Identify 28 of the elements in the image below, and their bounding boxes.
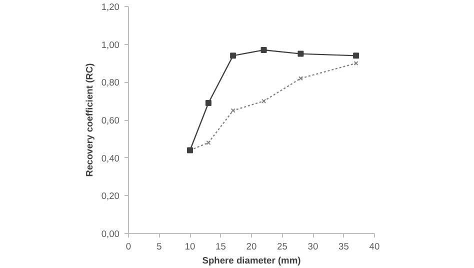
x-tick-label: 30 [308, 242, 318, 252]
y-tick-label: 1,00 [101, 40, 120, 50]
point [260, 47, 267, 54]
x-tick-label: 0 [126, 242, 132, 252]
x-tick-label: 5 [156, 242, 162, 252]
point [230, 52, 236, 59]
x-tick-label: 15 [216, 242, 226, 252]
x-tick-label: 40 [369, 242, 380, 252]
y-tick-label: 0,60 [101, 116, 120, 126]
x-tick-label: 25 [277, 242, 288, 252]
point [298, 50, 304, 57]
y-tick-label: 0,00 [101, 229, 120, 239]
y-tick-label: 1,20 [101, 2, 120, 12]
point [298, 76, 303, 81]
x-tick-label: 10 [184, 242, 196, 252]
point [206, 140, 211, 145]
y-axis-title: Recovery coefficient (RC) [84, 63, 94, 177]
point [205, 100, 212, 106]
x-tick-label: 20 [246, 242, 257, 252]
y-tick-label: 0,80 [101, 78, 120, 88]
point [353, 52, 360, 59]
y-tick-label: 0,40 [101, 153, 120, 164]
x-axis-title: Sphere diameter (mm) [202, 256, 301, 266]
x-tick-label: 35 [338, 242, 349, 252]
y-tick-label: 0,20 [101, 191, 120, 202]
point [230, 108, 236, 113]
point [354, 60, 358, 66]
point [262, 98, 266, 104]
